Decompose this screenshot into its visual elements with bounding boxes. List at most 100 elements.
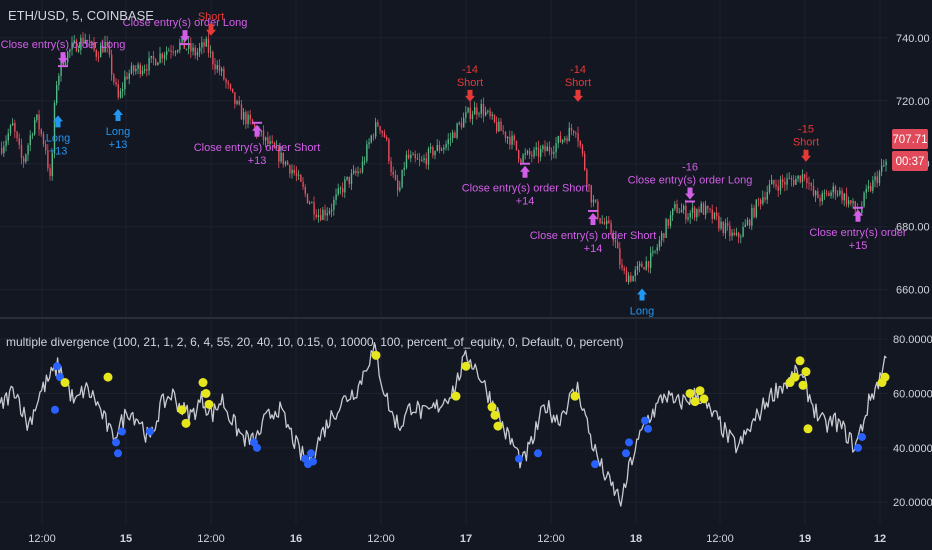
candle-body <box>656 247 658 251</box>
candle-body <box>214 64 216 70</box>
candle-body <box>432 147 434 156</box>
candle-body <box>575 133 577 134</box>
candle-body <box>34 120 36 135</box>
candle-body <box>680 209 683 213</box>
candle-body <box>170 50 172 52</box>
price-tag-value: 707.71 <box>892 134 927 146</box>
bear-divergence-dot <box>60 378 70 388</box>
candle-body <box>12 122 14 126</box>
price-pane[interactable]: Close entry(s) order LongLong+13Long+13C… <box>0 0 907 318</box>
bear-divergence-dot <box>451 391 461 401</box>
candle-body <box>504 131 507 139</box>
candle-body <box>482 103 485 116</box>
bull-divergence-dot <box>854 443 862 452</box>
indicator-scale[interactable]: 20.0000 40.0000 60.0000 80.0000 <box>893 334 932 509</box>
candle-body <box>779 179 782 191</box>
marker-label: Short <box>793 137 819 149</box>
close-bar-icon <box>588 209 598 212</box>
candle-body <box>359 171 361 173</box>
candle-body <box>493 114 496 123</box>
candle-body <box>509 136 511 145</box>
candle-body <box>597 201 599 219</box>
candle-body <box>67 51 69 63</box>
candle-body <box>302 181 304 187</box>
marker-label: -15 <box>798 124 814 136</box>
candle-body <box>216 65 218 70</box>
candle-body <box>148 57 150 71</box>
indicator-tick-label: 80.0000 <box>893 334 932 346</box>
close-bar-icon <box>853 206 863 209</box>
candle-body <box>722 221 724 234</box>
candle-body <box>694 207 696 218</box>
candle-body <box>221 68 223 72</box>
candle-body <box>458 122 460 124</box>
candle-body <box>84 39 86 44</box>
candle-body <box>324 209 326 216</box>
candle-body <box>278 146 280 162</box>
time-tick-label: 16 <box>290 533 302 545</box>
candle-body <box>654 250 656 252</box>
candle-body <box>161 53 163 59</box>
candle-body <box>42 133 45 145</box>
candle-body <box>645 261 647 270</box>
candle-body <box>5 140 7 147</box>
long-marker: Long+13 <box>106 109 130 151</box>
candle-body <box>232 88 234 93</box>
candle-body <box>97 56 100 58</box>
time-axis[interactable]: 12:00 15 12:00 16 12:00 17 12:00 18 12:00 19 12 <box>0 524 932 550</box>
candle-body <box>746 219 749 225</box>
candle-body <box>586 169 588 185</box>
candle-body <box>733 232 735 236</box>
candle-body <box>817 191 819 199</box>
marker-label: Close entry(s) order Long <box>123 17 248 29</box>
candle-body <box>568 127 570 142</box>
candle-body <box>122 89 124 92</box>
marker-label: Close entry(s) order Short <box>530 230 657 242</box>
candle-body <box>157 62 159 66</box>
candle-body <box>843 193 845 201</box>
bull-divergence-dot <box>118 427 126 436</box>
candle-body <box>639 263 641 266</box>
candle-body <box>128 73 130 79</box>
candle-body <box>273 142 276 148</box>
indicator-pane[interactable]: multiple divergence (100, 21, 1, 2, 6, 4… <box>0 320 890 524</box>
candle-body <box>247 114 249 125</box>
bear-divergence-dot <box>461 361 471 371</box>
candle-body <box>608 220 610 223</box>
candle-body <box>416 158 419 160</box>
candle-body <box>544 145 546 152</box>
candle-body <box>786 178 788 185</box>
candle-body <box>663 233 665 238</box>
candle-body <box>146 69 148 71</box>
bull-divergence-dot <box>146 427 154 436</box>
candle-body <box>265 137 267 141</box>
candle-body <box>185 48 188 50</box>
marker-label: +14 <box>584 243 603 255</box>
candle-body <box>207 38 210 53</box>
candle-body <box>848 200 850 205</box>
candle-body <box>53 102 56 154</box>
candle-body <box>430 147 432 149</box>
candle-body <box>298 175 300 176</box>
candle-body <box>108 45 111 55</box>
candle-body <box>111 54 113 75</box>
candle-body <box>489 110 491 117</box>
bull-divergence-dot <box>307 449 315 458</box>
candle-body <box>150 55 152 58</box>
candle-body <box>9 125 12 134</box>
candle-body <box>832 186 834 193</box>
candle-body <box>630 275 632 282</box>
candle-body <box>25 154 27 162</box>
candle-body <box>381 130 383 133</box>
candle-body <box>403 167 405 170</box>
candle-body <box>533 149 535 157</box>
candle-body <box>522 154 524 163</box>
candle-body <box>676 204 678 213</box>
candle-body <box>467 107 469 113</box>
indicator-tick-label: 60.0000 <box>893 388 932 400</box>
candle-body <box>102 45 104 53</box>
candle-body <box>812 185 815 196</box>
arrow-up-icon <box>53 115 63 128</box>
